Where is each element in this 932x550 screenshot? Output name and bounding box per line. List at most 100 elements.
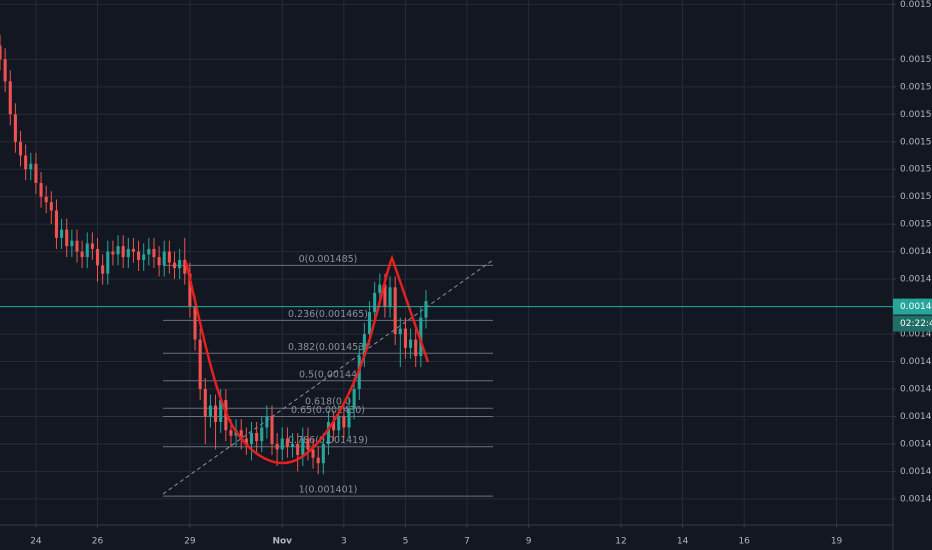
- candle-body: [172, 262, 177, 269]
- candle-body: [409, 339, 413, 348]
- x-tick-label: 29: [184, 537, 196, 547]
- candle-body: [214, 405, 218, 422]
- countdown-box: [893, 315, 932, 332]
- x-tick-label: 19: [831, 537, 843, 547]
- y-tick-label: 0.001450: [900, 357, 932, 367]
- candle-body: [13, 114, 17, 142]
- candle-body: [342, 416, 346, 428]
- candle-body: [60, 229, 64, 238]
- y-tick-label: 0.001550: [900, 82, 932, 92]
- candle-body: [39, 182, 43, 197]
- candle-body: [65, 229, 69, 247]
- candle-body: [347, 408, 351, 428]
- candle-body: [285, 438, 289, 447]
- candle-body: [393, 287, 397, 335]
- candle-body: [388, 287, 392, 307]
- candle-body: [131, 248, 135, 252]
- candle-body: [95, 248, 100, 266]
- candle-body: [85, 243, 89, 258]
- candle-body: [203, 389, 207, 417]
- candle-body: [337, 416, 341, 431]
- candle-body: [116, 246, 120, 255]
- y-tick-label: 0.001490: [900, 247, 932, 257]
- candle-body: [126, 248, 130, 258]
- candle-body: [137, 251, 141, 260]
- candle-body: [306, 438, 310, 450]
- x-tick-label: 7: [464, 537, 470, 547]
- y-tick-label: 0.001460: [900, 330, 932, 340]
- y-tick-label: 0.001510: [900, 192, 932, 202]
- y-tick-label: 0.001520: [900, 165, 932, 175]
- fib-label: 0.65(0.001430): [291, 405, 365, 416]
- candle-body: [219, 400, 223, 422]
- y-tick-label: 0.001420: [900, 439, 932, 449]
- candle-body: [29, 163, 33, 170]
- candle-body: [147, 248, 151, 255]
- candle-body: [316, 457, 320, 464]
- candle-body: [414, 339, 418, 357]
- candle-body: [106, 251, 110, 274]
- candle-body: [54, 210, 58, 238]
- candle-body: [229, 430, 233, 436]
- candle-body: [44, 196, 48, 203]
- last-price-box: [893, 298, 932, 315]
- candle-body: [419, 317, 423, 357]
- candle-body: [8, 81, 12, 115]
- candle-body: [157, 257, 161, 266]
- candle-body: [121, 246, 125, 258]
- candle-body: [270, 416, 274, 444]
- candle-body: [249, 432, 254, 444]
- y-tick-label: 0.001410: [900, 467, 932, 477]
- y-tick-label: 0.001530: [900, 137, 932, 147]
- candle-body: [198, 339, 202, 390]
- candle-body: [265, 416, 269, 428]
- fib-label: 0(0.001485): [299, 254, 358, 265]
- candle-body: [255, 432, 259, 442]
- candle-body: [326, 421, 330, 444]
- x-tick-label: 3: [341, 537, 347, 547]
- candle-body: [208, 405, 212, 417]
- candle-body: [378, 284, 382, 293]
- y-tick-label: 0.001400: [900, 494, 932, 504]
- y-tick-label: 0.001580: [900, 0, 932, 10]
- candle-body: [162, 251, 166, 266]
- candle-body: [183, 259, 187, 274]
- candle-body: [49, 202, 53, 211]
- candle-body: [403, 328, 407, 348]
- y-tick-label: 0.001560: [900, 55, 932, 65]
- candle-body: [244, 438, 248, 444]
- candle-body: [367, 312, 372, 335]
- candle-body: [188, 273, 192, 307]
- candle-body: [178, 259, 182, 269]
- fib-trend-line: [162, 259, 494, 495]
- fib-label: 0.236(0.001465): [288, 309, 368, 320]
- fib-label: 1(0.001401): [299, 485, 358, 496]
- y-tick-label: 0.001500: [900, 220, 932, 230]
- candle-body: [280, 438, 284, 450]
- candle-body: [90, 243, 94, 249]
- candle-body: [373, 292, 377, 313]
- y-tick-label: 0.001430: [900, 412, 932, 422]
- candle-body: [398, 328, 402, 335]
- candle-body: [352, 389, 356, 409]
- candle-body: [75, 240, 79, 252]
- candle-body: [167, 251, 171, 263]
- candle-body: [80, 251, 84, 258]
- fib-label: 0.5(0.00144: [299, 369, 357, 380]
- candle-body: [275, 443, 279, 450]
- candle-body: [332, 421, 336, 431]
- candle-body: [321, 443, 325, 464]
- candle-body: [0, 45, 2, 60]
- x-tick-label: 24: [30, 537, 42, 547]
- candles: [0, 34, 428, 475]
- candle-body: [260, 427, 264, 442]
- candle-body: [152, 248, 156, 258]
- candle-body: [311, 449, 315, 458]
- x-tick-label: 12: [615, 537, 626, 547]
- x-tick-label: 26: [92, 537, 104, 547]
- x-tick-label: 5: [403, 537, 409, 547]
